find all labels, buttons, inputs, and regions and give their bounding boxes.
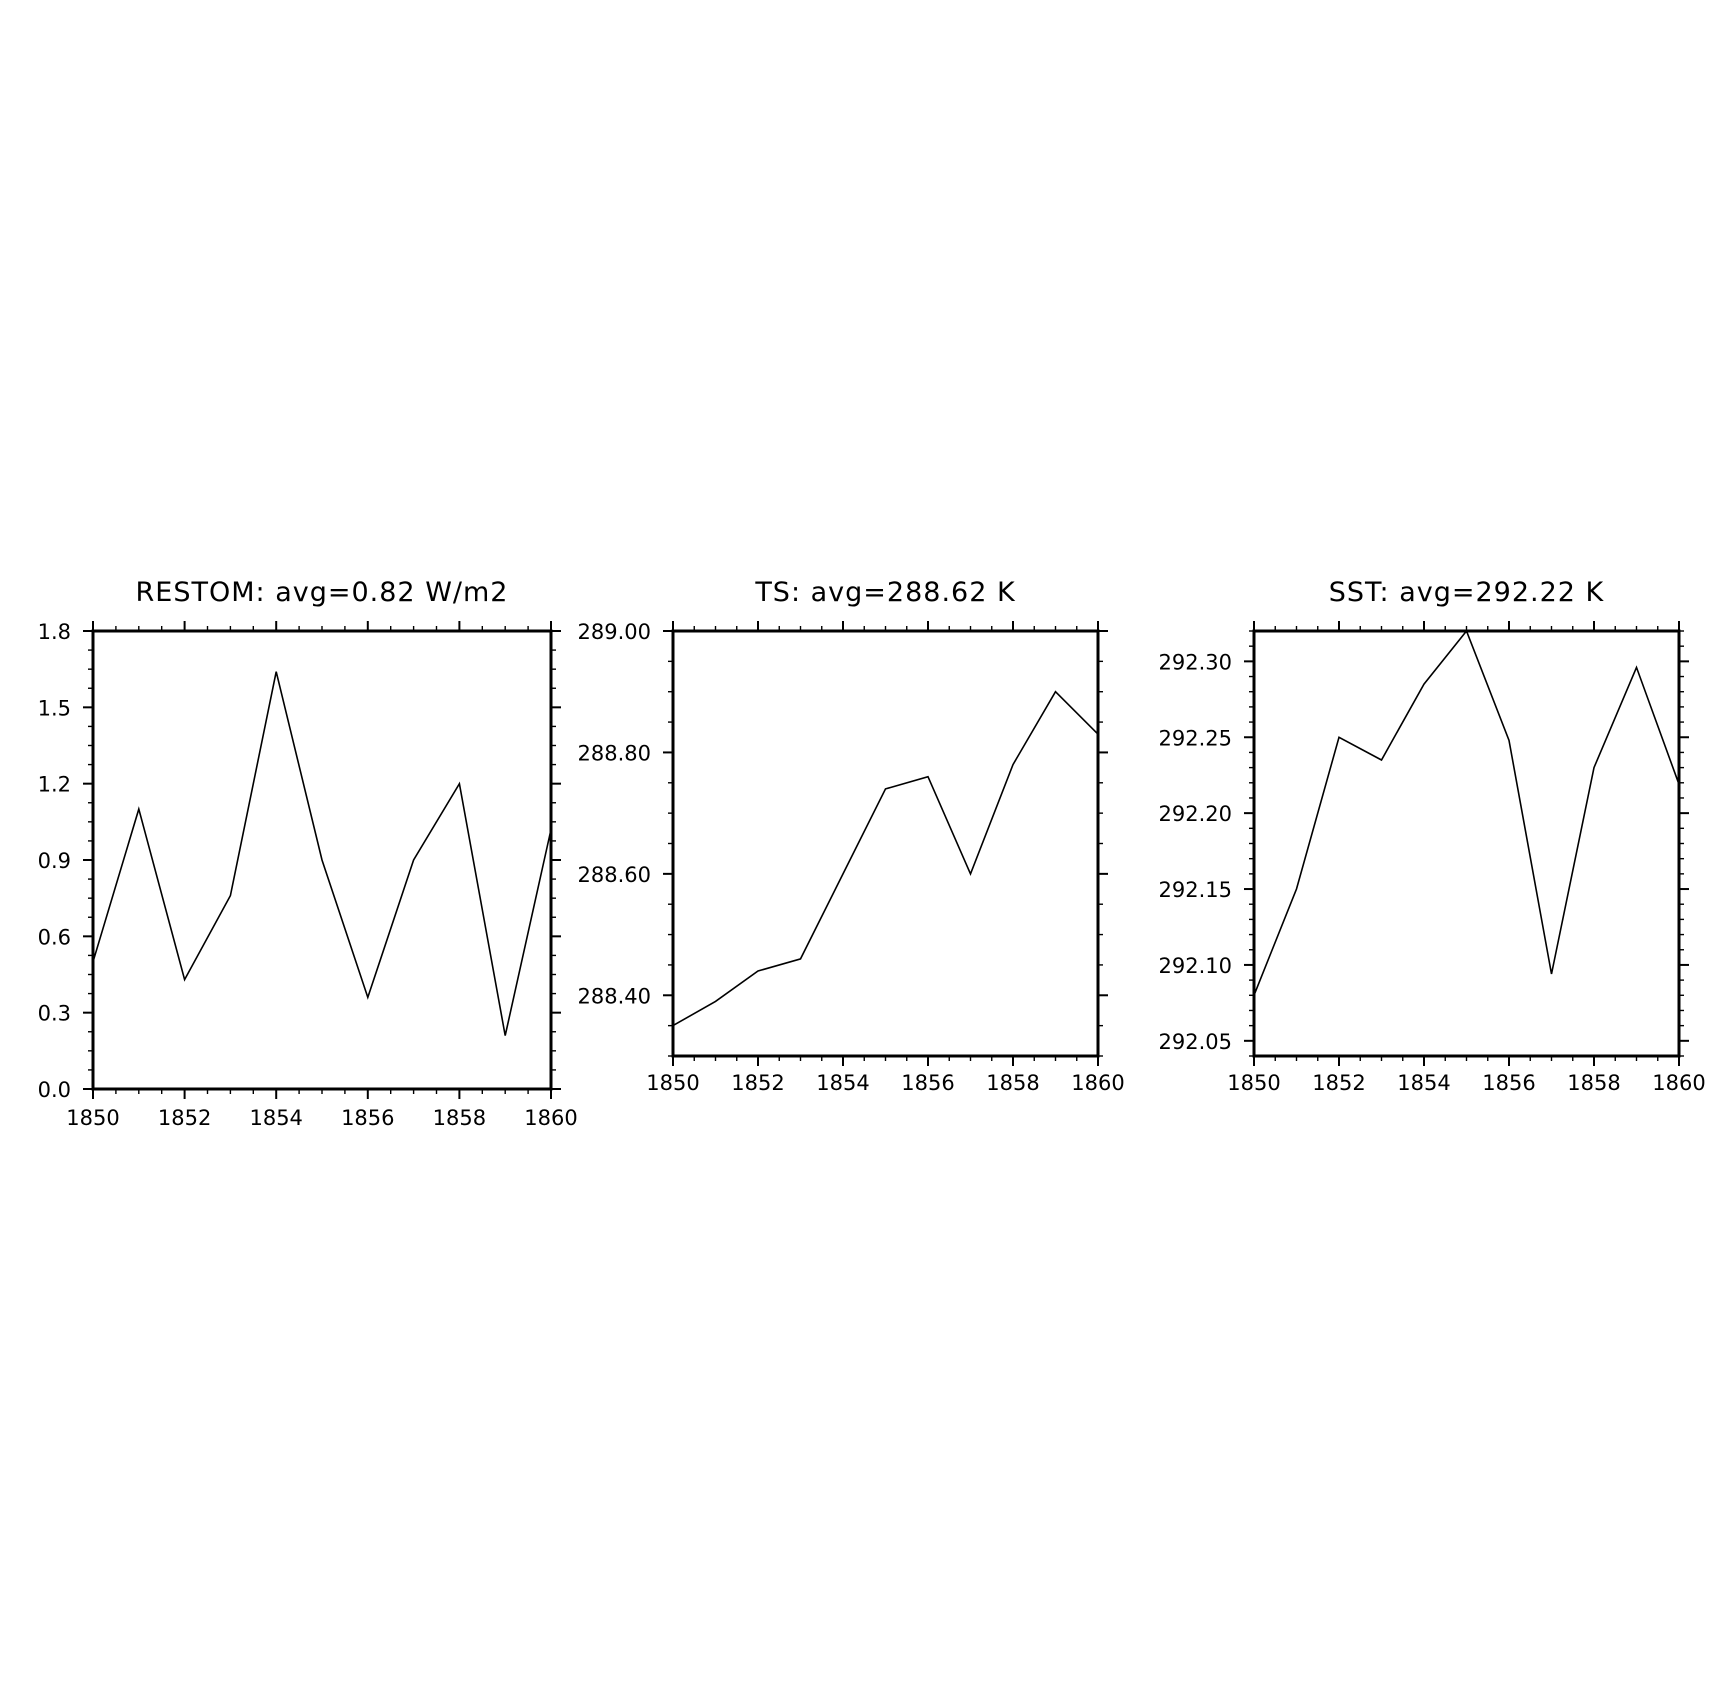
- panel-sst: SST: avg=292.22 K 1850 1852 1854 1856 1858 18…: [1159, 577, 1706, 1095]
- y-tick-label: 1.5: [38, 696, 71, 720]
- y-tick-label: 1.2: [38, 773, 71, 797]
- x-tick-label: 1860: [1071, 1071, 1124, 1095]
- x-tick-label: 1852: [1312, 1071, 1365, 1095]
- series-line: [92, 671, 552, 1036]
- y-tick-label: 292.20: [1159, 802, 1232, 826]
- x-tick-label: 1854: [249, 1106, 302, 1130]
- x-tick-label: 1854: [816, 1071, 869, 1095]
- x-tick-label: 1858: [1567, 1071, 1620, 1095]
- x-tick-label: 1854: [1397, 1071, 1450, 1095]
- x-tick-label: 1856: [341, 1106, 394, 1130]
- x-tick-label: 1858: [433, 1106, 486, 1130]
- x-tick-label: 1856: [1482, 1071, 1535, 1095]
- x-tick-label: 1858: [986, 1071, 1039, 1095]
- series-line: [672, 690, 1099, 1027]
- x-tick-label: 1850: [1227, 1071, 1280, 1095]
- y-tick-label: 0.3: [38, 1002, 71, 1026]
- plot-frame: [671, 629, 1100, 1058]
- y-tick-label: 288.40: [578, 984, 651, 1008]
- panel-title: SST: avg=292.22 K: [1329, 577, 1605, 608]
- y-tick-label: 0.6: [38, 925, 71, 949]
- y-tick-label: 288.60: [578, 863, 651, 887]
- series-line: [1253, 629, 1680, 996]
- x-tick-label: 1860: [524, 1106, 577, 1130]
- panel-ts: TS: avg=288.62 K 1850 1852 1854 1856 1858 186…: [578, 577, 1125, 1095]
- y-tick-label: 0.9: [38, 849, 71, 873]
- y-tick-label: 292.30: [1159, 650, 1232, 674]
- y-tick-label: 1.8: [38, 620, 71, 644]
- y-tick-label: 289.00: [578, 620, 651, 644]
- y-tick-label: 0.0: [38, 1078, 71, 1102]
- panel-title: TS: avg=288.62 K: [754, 577, 1016, 608]
- x-tick-label: 1852: [731, 1071, 784, 1095]
- y-tick-label: 288.80: [578, 741, 651, 765]
- y-tick-label: 292.15: [1159, 878, 1232, 902]
- x-tick-label: 1850: [66, 1106, 119, 1130]
- x-tick-label: 1852: [158, 1106, 211, 1130]
- x-tick-label: 1850: [646, 1071, 699, 1095]
- x-tick-label: 1860: [1652, 1071, 1705, 1095]
- y-tick-label: 292.10: [1159, 954, 1232, 978]
- y-tick-label: 292.05: [1159, 1030, 1232, 1054]
- y-tick-label: 292.25: [1159, 726, 1232, 750]
- panel-title: RESTOM: avg=0.82 W/m2: [136, 577, 509, 608]
- plot-frame: [1252, 629, 1681, 1058]
- x-tick-label: 1856: [901, 1071, 954, 1095]
- panel-restom: RESTOM: avg=0.82 W/m2 1850 1852 1854 1856 18…: [38, 577, 578, 1130]
